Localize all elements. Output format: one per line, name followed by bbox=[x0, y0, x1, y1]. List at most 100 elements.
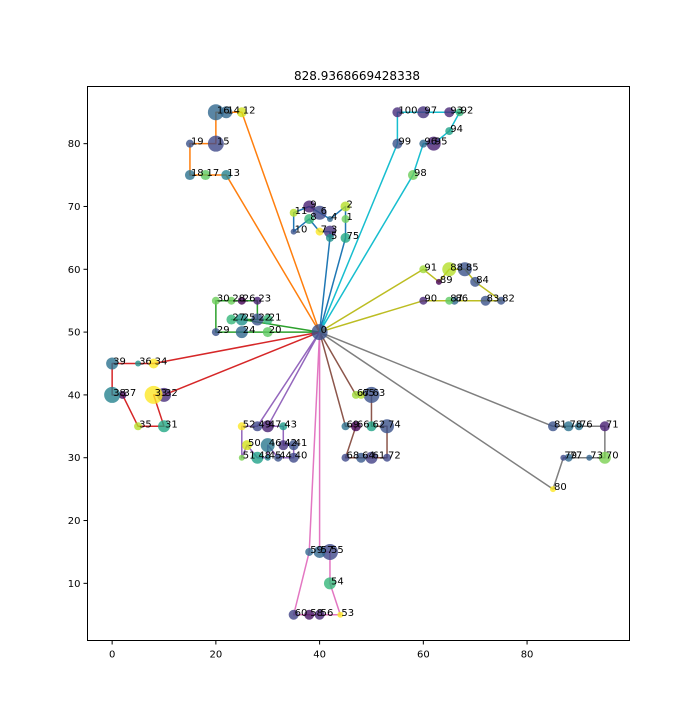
node-label-62: 62 bbox=[372, 419, 385, 430]
points-layer bbox=[104, 104, 611, 620]
node-label-25: 25 bbox=[243, 313, 256, 324]
node-label-97: 97 bbox=[424, 105, 437, 116]
node-point-89 bbox=[435, 278, 442, 285]
node-label-85: 85 bbox=[466, 262, 479, 273]
node-point-51 bbox=[238, 454, 245, 461]
node-point-47 bbox=[261, 420, 274, 433]
node-point-12 bbox=[236, 107, 247, 118]
node-point-38 bbox=[104, 386, 121, 403]
node-label-91: 91 bbox=[424, 262, 437, 273]
node-point-98 bbox=[407, 170, 418, 181]
node-point-3 bbox=[323, 225, 336, 238]
node-label-9: 9 bbox=[310, 199, 316, 210]
y-tick-label-40: 40 bbox=[68, 390, 81, 401]
node-point-10 bbox=[290, 228, 297, 235]
node-point-63 bbox=[363, 386, 380, 403]
node-label-61: 61 bbox=[372, 451, 385, 462]
node-label-69: 69 bbox=[347, 419, 360, 430]
node-point-58 bbox=[304, 609, 315, 620]
node-point-92 bbox=[455, 108, 464, 117]
node-point-90 bbox=[419, 296, 428, 305]
node-point-75 bbox=[340, 232, 351, 243]
node-label-72: 72 bbox=[388, 451, 401, 462]
node-point-66 bbox=[350, 421, 361, 432]
node-label-82: 82 bbox=[502, 294, 515, 305]
node-point-77 bbox=[564, 453, 573, 462]
node-label-18: 18 bbox=[191, 168, 204, 179]
node-point-84 bbox=[470, 276, 481, 287]
node-label-90: 90 bbox=[424, 294, 437, 305]
node-point-45 bbox=[264, 454, 271, 461]
node-point-83 bbox=[480, 295, 491, 306]
y-tick-label-70: 70 bbox=[68, 202, 81, 213]
node-point-17 bbox=[200, 170, 211, 181]
node-point-34 bbox=[148, 358, 159, 369]
node-label-60: 60 bbox=[295, 608, 308, 619]
x-tick-label-80: 80 bbox=[521, 650, 534, 661]
node-point-5 bbox=[325, 233, 334, 242]
node-label-27: 27 bbox=[232, 313, 245, 324]
node-label-96: 96 bbox=[424, 137, 437, 148]
node-point-68 bbox=[341, 453, 350, 462]
node-point-70 bbox=[598, 451, 611, 464]
node-point-50 bbox=[241, 440, 252, 451]
node-label-22: 22 bbox=[258, 313, 271, 324]
node-label-10: 10 bbox=[295, 225, 308, 236]
node-label-3: 3 bbox=[331, 225, 337, 236]
node-point-25 bbox=[235, 313, 248, 326]
node-label-94: 94 bbox=[450, 124, 463, 135]
node-label-33: 33 bbox=[155, 388, 168, 399]
node-label-16: 16 bbox=[217, 105, 230, 116]
node-point-54 bbox=[323, 577, 336, 590]
node-label-26: 26 bbox=[243, 294, 256, 305]
node-label-75: 75 bbox=[347, 231, 360, 242]
x-tick-label-40: 40 bbox=[313, 650, 326, 661]
node-label-51: 51 bbox=[243, 451, 256, 462]
node-label-6: 6 bbox=[321, 206, 327, 217]
node-point-94 bbox=[445, 127, 454, 136]
node-label-84: 84 bbox=[476, 275, 489, 286]
node-label-63: 63 bbox=[372, 388, 385, 399]
node-point-59 bbox=[305, 547, 314, 556]
node-point-26 bbox=[237, 296, 246, 305]
node-label-41: 41 bbox=[295, 438, 308, 449]
node-label-55: 55 bbox=[331, 545, 344, 556]
node-point-35 bbox=[134, 422, 143, 431]
node-point-91 bbox=[419, 265, 428, 274]
node-label-39: 39 bbox=[113, 357, 126, 368]
node-label-81: 81 bbox=[554, 419, 567, 430]
node-label-79: 79 bbox=[564, 451, 577, 462]
node-label-38: 38 bbox=[113, 388, 126, 399]
y-tick-label-80: 80 bbox=[68, 139, 81, 150]
node-label-71: 71 bbox=[606, 419, 619, 430]
node-label-66: 66 bbox=[357, 419, 370, 430]
node-label-70: 70 bbox=[606, 451, 619, 462]
node-point-40 bbox=[288, 452, 299, 463]
node-point-56 bbox=[314, 609, 325, 620]
node-point-82 bbox=[497, 296, 506, 305]
node-label-98: 98 bbox=[414, 168, 427, 179]
node-label-21: 21 bbox=[269, 313, 282, 324]
node-label-92: 92 bbox=[461, 105, 474, 116]
node-point-100 bbox=[392, 107, 403, 118]
node-label-1: 1 bbox=[347, 212, 353, 223]
node-point-9 bbox=[303, 200, 316, 213]
node-label-77: 77 bbox=[570, 451, 583, 462]
node-label-95: 95 bbox=[435, 137, 448, 148]
node-label-83: 83 bbox=[487, 294, 500, 305]
chart-title: 828.9368669428338 bbox=[294, 69, 420, 83]
node-point-18 bbox=[184, 170, 195, 181]
node-label-0: 0 bbox=[321, 325, 327, 336]
route-2 bbox=[189, 111, 321, 333]
node-point-2 bbox=[340, 201, 351, 212]
node-point-99 bbox=[392, 138, 403, 149]
node-label-31: 31 bbox=[165, 419, 178, 430]
node-label-88: 88 bbox=[450, 262, 463, 273]
node-label-15: 15 bbox=[217, 137, 230, 148]
node-label-37: 37 bbox=[124, 388, 137, 399]
node-labels-layer: 0123456789101112131415161718192021222324… bbox=[113, 105, 618, 619]
route-9 bbox=[319, 268, 502, 333]
node-label-74: 74 bbox=[388, 419, 401, 430]
